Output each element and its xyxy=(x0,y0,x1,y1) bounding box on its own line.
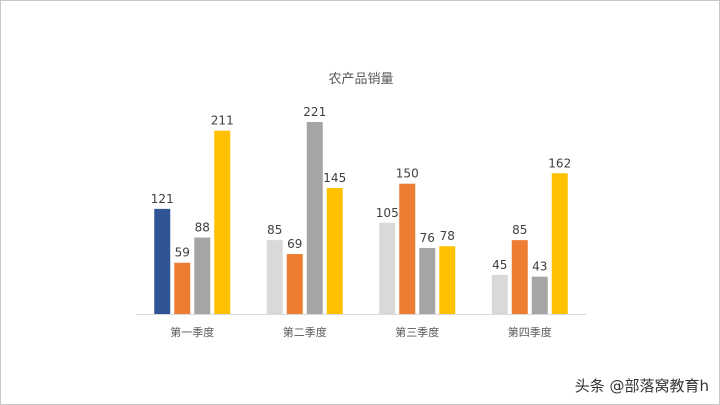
bar-第三季度-s4 xyxy=(439,246,456,314)
data-label-第一季度-s1: 121 xyxy=(151,192,174,206)
bar-第四季度-s4 xyxy=(551,173,568,314)
category-label-2: 第二季度 xyxy=(283,325,327,339)
data-label-第二季度-s3: 221 xyxy=(303,105,326,119)
bar-第二季度-s1 xyxy=(266,240,283,314)
data-label-第三季度-s4: 78 xyxy=(440,229,455,243)
bar-第一季度-s3 xyxy=(194,237,211,314)
data-label-第三季度-s2: 150 xyxy=(396,167,419,181)
bar-第四季度-s3 xyxy=(531,276,548,314)
watermark-text: 头条 @部落窝教育h xyxy=(574,377,709,395)
chart-title: 农产品销量 xyxy=(328,72,393,87)
data-labels-group: 121 59 88 211 85 69 221 145 105 150 76 78 45 85 43 162 xyxy=(151,105,571,274)
bar-第三季度-s1 xyxy=(379,222,396,314)
data-label-第四季度-s2: 85 xyxy=(512,223,527,237)
bar-第三季度-s2 xyxy=(399,183,416,314)
data-label-第三季度-s3: 76 xyxy=(420,231,435,245)
bar-第一季度-s2 xyxy=(174,262,191,314)
data-label-第四季度-s4: 162 xyxy=(548,156,571,170)
data-label-第二季度-s1: 85 xyxy=(267,223,282,237)
data-label-第一季度-s4: 211 xyxy=(211,114,234,128)
bar-第一季度-s4 xyxy=(214,130,231,314)
bar-第二季度-s2 xyxy=(286,254,303,314)
bar-第三季度-s3 xyxy=(419,247,436,314)
data-label-第二季度-s2: 69 xyxy=(287,237,302,251)
bar-第四季度-s1 xyxy=(491,274,508,314)
bars-group xyxy=(154,122,568,314)
category-labels-group: 第一季度 第二季度 第三季度 第四季度 xyxy=(170,325,552,339)
data-label-第四季度-s3: 43 xyxy=(532,260,547,274)
bar-第二季度-s3 xyxy=(306,122,323,314)
bar-第一季度-s1 xyxy=(154,208,171,314)
category-label-4: 第四季度 xyxy=(508,325,552,339)
category-label-3: 第三季度 xyxy=(395,325,439,339)
data-label-第一季度-s3: 88 xyxy=(195,221,210,235)
bar-第二季度-s4 xyxy=(326,188,343,314)
bar-第四季度-s2 xyxy=(511,240,528,314)
data-label-第三季度-s1: 105 xyxy=(376,206,399,220)
data-label-第四季度-s1: 45 xyxy=(492,258,507,272)
data-label-第二季度-s4: 145 xyxy=(323,171,346,185)
category-label-1: 第一季度 xyxy=(170,325,214,339)
data-label-第一季度-s2: 59 xyxy=(175,246,190,260)
